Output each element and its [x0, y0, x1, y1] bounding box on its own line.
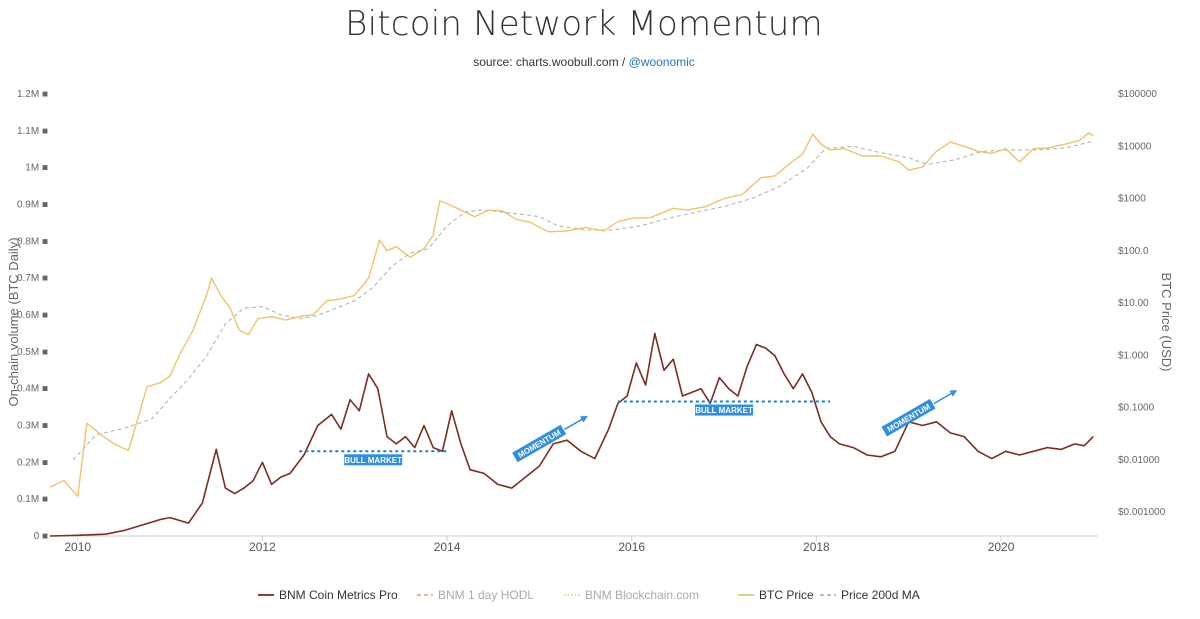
- chart-title: Bitcoin Network Momentum: [345, 4, 823, 44]
- bull-market-label-bg: [344, 454, 403, 466]
- source-handle-link[interactable]: @woonomic: [628, 55, 695, 69]
- legend-item[interactable]: BNM Coin Metrics Pro: [258, 588, 398, 602]
- momentum-arrow-head: [580, 415, 588, 423]
- right-axis-title: BTC Price (USD): [1159, 273, 1174, 372]
- right-tick-label: $0.01000: [1118, 455, 1160, 466]
- left-tick-label: 0.8M ■: [17, 236, 48, 247]
- right-tick-label: $1.000: [1118, 350, 1149, 361]
- chart-source: source: charts.woobull.com / @woonomic: [0, 55, 1168, 69]
- right-axis-ticks: $0.001000 $0.01000 $0.1000 $1.000 $10.00 $100…: [1118, 89, 1166, 518]
- momentum-label-bg: [881, 398, 936, 437]
- left-tick-label: 0.6M ■: [17, 310, 48, 321]
- legend-item[interactable]: Price 200d MA: [820, 588, 920, 602]
- left-tick-label: 1M ■: [25, 163, 48, 174]
- left-tick-label: 0.7M ■: [17, 273, 48, 284]
- legend-label: BNM Coin Metrics Pro: [279, 588, 398, 602]
- series-layer: [49, 132, 1094, 537]
- x-tick-label: 2012: [249, 540, 276, 554]
- right-tick-label: $100000: [1118, 89, 1157, 100]
- legend: BNM Coin Metrics Pro BNM 1 day HODL BNM Bl…: [258, 588, 920, 602]
- left-tick-label: 0.1M ■: [17, 494, 48, 505]
- momentum-arrow-head: [949, 390, 958, 397]
- left-axis-title: On-chain volume (BTC Daily): [6, 237, 21, 406]
- legend-item[interactable]: BNM 1 day HODL: [417, 588, 534, 602]
- source-text: source: charts.woobull.com /: [473, 55, 629, 69]
- legend-label: BNM Blockchain.com: [585, 588, 699, 602]
- left-tick-label: 0.9M ■: [17, 200, 48, 211]
- annotation-layer: BULL MARKET BULL MARKET MOMENTUM MOMENTUM: [299, 390, 958, 466]
- left-tick-label: 0.4M ■: [17, 384, 48, 395]
- momentum-label-bg: [512, 424, 567, 463]
- momentum-annotation: MOMENTUM: [512, 415, 588, 463]
- legend-label: BTC Price: [759, 588, 814, 602]
- right-tick-label: $1000: [1118, 194, 1146, 205]
- x-tick-label: 2018: [803, 540, 830, 554]
- bull-market-label: BULL MARKET: [344, 456, 402, 465]
- x-tick-label: 2020: [988, 540, 1015, 554]
- momentum-label: MOMENTUM: [886, 402, 932, 434]
- right-tick-label: $10.00: [1118, 298, 1149, 309]
- series-line-btc-price: [49, 132, 1094, 497]
- x-tick-label: 2016: [618, 540, 645, 554]
- legend-item[interactable]: BNM Blockchain.com: [564, 588, 699, 602]
- right-tick-label: $10000: [1118, 141, 1152, 152]
- momentum-annotation: MOMENTUM: [881, 390, 958, 437]
- x-tick-label: 2014: [434, 540, 461, 554]
- legend-label: BNM 1 day HODL: [438, 588, 534, 602]
- left-tick-label: 0.3M ■: [17, 421, 48, 432]
- series-line-price-200d-ma: [72, 140, 1094, 461]
- left-axis-ticks: 0 ■ 0.1M ■ 0.2M ■ 0.3M ■ 0.4M ■ 0.5M ■ 0.6M ■ 0…: [17, 89, 48, 542]
- x-axis-ticks: 2010 2012 2014 2016 2018 2020: [64, 536, 1015, 554]
- momentum-arrow-shaft: [564, 417, 585, 431]
- legend-item[interactable]: BTC Price: [738, 588, 814, 602]
- series-line-bnm-coin-metrics-pro: [49, 332, 1094, 537]
- x-tick-label: 2010: [64, 540, 91, 554]
- left-tick-label: 1.2M ■: [17, 89, 48, 100]
- left-tick-label: 0.5M ■: [17, 347, 48, 358]
- legend-label: Price 200d MA: [841, 588, 920, 602]
- right-tick-label: $0.1000: [1118, 403, 1155, 414]
- left-tick-label: 0.2M ■: [17, 457, 48, 468]
- right-tick-label: $100.0: [1118, 246, 1149, 257]
- momentum-arrow-shaft: [933, 391, 955, 405]
- right-tick-label: $0.001000: [1118, 507, 1166, 518]
- bull-market-label-bg: [695, 404, 754, 416]
- bull-market-label: BULL MARKET: [695, 406, 753, 415]
- left-tick-label: 0 ■: [34, 531, 48, 542]
- left-tick-label: 1.1M ■: [17, 126, 48, 137]
